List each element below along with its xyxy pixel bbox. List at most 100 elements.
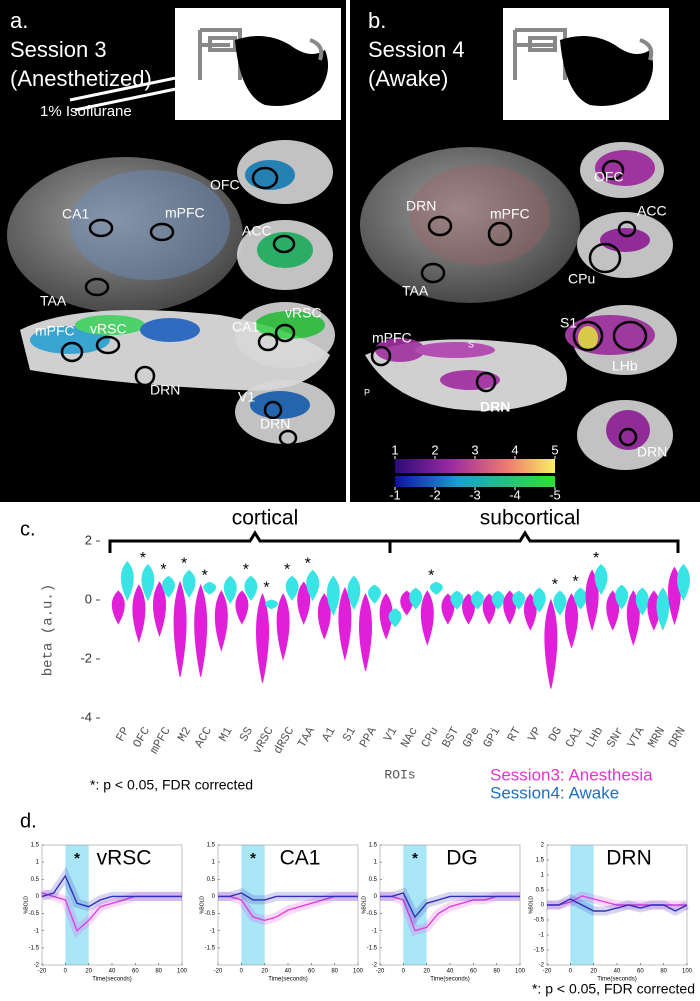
violin <box>347 575 361 610</box>
roi-label: TAA <box>40 293 67 309</box>
x-tick-label: 100 <box>682 969 693 975</box>
significance-marker: * <box>284 562 290 579</box>
roi-label: mPFC <box>372 330 412 346</box>
orientation-label: P <box>364 387 370 397</box>
y-tick-label: 0 <box>212 894 216 900</box>
colorbar-tick-label: 3 <box>471 442 478 457</box>
violin <box>111 590 125 625</box>
x-tick-label: M1 <box>216 725 235 744</box>
x-tick-label: 20 <box>423 969 430 975</box>
significance-marker: * <box>593 550 599 567</box>
violin <box>203 581 217 595</box>
group-label: cortical <box>232 507 299 530</box>
legend-entry: Session4: Awake <box>490 783 619 802</box>
x-tick-label: -20 <box>214 969 223 975</box>
colorbar-tick-label: -4 <box>509 487 521 502</box>
colorbar-tick-label: -3 <box>469 487 481 502</box>
x-tick-label: 100 <box>177 969 188 975</box>
x-tick-label: mPFC <box>147 725 174 757</box>
roi-label: mPFC <box>35 323 75 339</box>
x-tick-label: GPi <box>480 725 503 751</box>
series-line <box>41 874 182 908</box>
violin <box>615 584 629 610</box>
roi-label: CA1 <box>232 319 259 335</box>
x-tick-label: VTA <box>625 724 648 750</box>
mouse-icon <box>513 28 654 106</box>
y-axis-label: %BOLD <box>199 896 205 914</box>
x-tick-label: 80 <box>331 969 338 975</box>
violin <box>306 569 320 601</box>
overlay <box>410 165 550 265</box>
condition: (Awake) <box>368 66 448 91</box>
y-tick-label: 0.5 <box>536 888 545 894</box>
y-tick-label: -1 <box>34 928 40 934</box>
violin <box>132 584 146 643</box>
x-tick-label: GPe <box>460 725 483 751</box>
y-tick-label: -1 <box>372 928 378 934</box>
x-tick-label: ACC <box>192 725 215 751</box>
series-band <box>380 891 520 937</box>
roi-label: ACC <box>242 223 272 239</box>
roi-label: DRN <box>637 444 667 460</box>
session: Session 3 <box>10 37 107 62</box>
y-tick-label: 0 <box>36 894 40 900</box>
x-tick-label: V1 <box>381 725 400 744</box>
roi-label: CPu <box>568 271 595 287</box>
roi-label: DRN <box>260 416 290 432</box>
y-axis-label: %BOLD <box>361 896 367 914</box>
y-tick-label: 1 <box>374 860 378 866</box>
violin <box>450 590 464 610</box>
x-tick-label: PPA <box>357 724 380 750</box>
colorbar-negative <box>395 476 555 487</box>
x-tick-label: FP <box>113 725 132 744</box>
series-line <box>218 892 358 901</box>
series-line <box>547 898 688 912</box>
panel-label: b. <box>368 8 386 33</box>
violin <box>565 593 578 649</box>
violin <box>409 587 423 610</box>
x-axis-label: Time(seconds) <box>430 977 469 983</box>
x-tick-label: 0 <box>402 969 406 975</box>
roi-circles <box>370 159 648 447</box>
mouse-icon <box>69 28 329 112</box>
x-tick-label: dRSC <box>271 725 298 757</box>
x-tick-label: 100 <box>515 969 526 975</box>
x-tick-label: 40 <box>447 969 454 975</box>
significance-marker: * <box>552 576 558 593</box>
x-tick-label: -20 <box>38 969 47 975</box>
x-tick-label: RT <box>505 725 524 744</box>
panel-a: a. Session 3 (Anesthetized) 1% Isofluran… <box>7 8 341 447</box>
y-tick-label: 1.5 <box>536 858 545 864</box>
y-tick-label: -0.5 <box>367 911 378 917</box>
x-axis-label: Time(seconds) <box>597 977 636 983</box>
y-tick-label: -0.5 <box>29 911 40 917</box>
x-tick-label: A1 <box>319 725 338 744</box>
violin <box>553 590 567 616</box>
significance-marker: * <box>428 568 434 585</box>
x-tick-label: 20 <box>261 969 268 975</box>
colorbar-tick-label: -5 <box>549 487 561 502</box>
violin <box>256 592 269 683</box>
violin <box>429 581 443 595</box>
chart-title: CA1 <box>280 847 321 870</box>
y-tick-label: 1.5 <box>369 843 378 849</box>
x-tick-label: 0 <box>64 969 68 975</box>
legend-entry: Session3: Anesthesia <box>490 765 653 784</box>
panel-label: a. <box>10 8 28 33</box>
significance-marker: * <box>412 850 418 867</box>
colorbar-positive <box>395 459 555 473</box>
stimulus-band <box>65 845 89 965</box>
roi-label: TAA <box>402 283 429 299</box>
y-axis-label: %BOLD <box>528 896 534 914</box>
x-tick-label: 80 <box>660 969 667 975</box>
violin <box>235 590 249 625</box>
session: Session 4 <box>368 37 465 62</box>
violin <box>162 575 175 598</box>
x-tick-label: M2 <box>175 725 194 744</box>
violin <box>182 569 196 598</box>
violin <box>574 587 587 610</box>
roi-label: mPFC <box>490 206 530 222</box>
panel-b: b. Session 4 (Awake) DRN mPFC TAA mPFC S… <box>360 8 677 487</box>
roi-label: DRN <box>480 399 510 415</box>
y-tick-label: -0.5 <box>534 918 545 924</box>
